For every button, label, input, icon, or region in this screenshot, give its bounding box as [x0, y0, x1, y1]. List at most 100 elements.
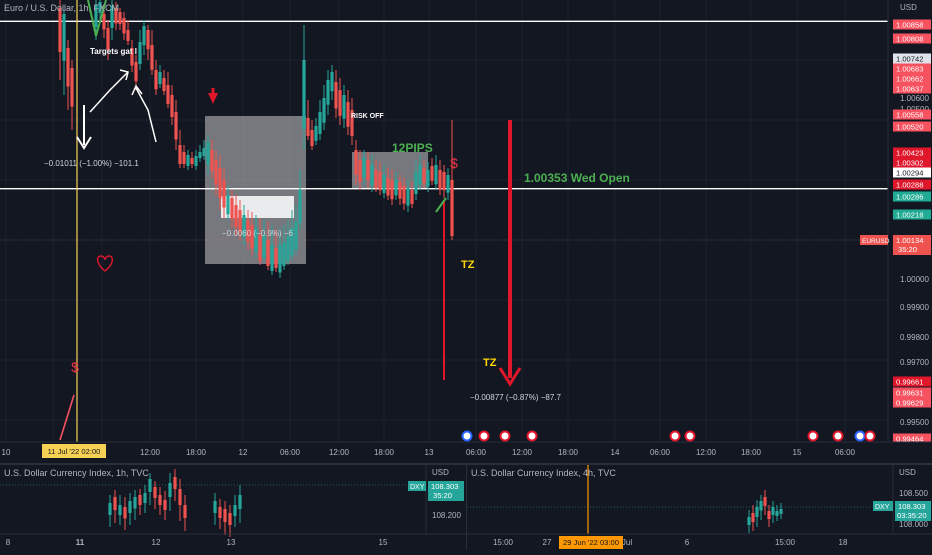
price-label-bg [893, 157, 931, 168]
annotation-tz-1: TZ [461, 259, 475, 271]
main-chart-svg[interactable]: Targets gat l −0.01011 (−1.00%) −101.1 RIS… [0, 0, 932, 463]
time-axis-bg [0, 442, 932, 463]
pane-divider[interactable] [0, 463, 932, 465]
measure-arrowhead [76, 136, 92, 150]
candle-body [178, 145, 182, 164]
candle-body [186, 155, 190, 166]
main-chart-title: Euro / U.S. Dollar, 1h, FXCM [4, 3, 120, 13]
candle-body [162, 78, 166, 91]
candle-body [334, 82, 338, 109]
time-axis-tick: 06:00 [835, 448, 856, 457]
economic-event-icon[interactable] [526, 430, 538, 442]
price-label-text: 1.00662 [896, 75, 923, 84]
annotation-tz-2: TZ [483, 357, 497, 369]
candle-body [322, 98, 326, 123]
time-axis-tick: 06:00 [280, 448, 301, 457]
economic-event-icon[interactable] [807, 430, 819, 442]
time-axis[interactable]: 1006:001112:0018:001206:0012:0018:001306… [0, 441, 932, 463]
economic-event-icon[interactable] [832, 430, 844, 442]
candle-body [250, 225, 254, 249]
economic-event-icon[interactable] [864, 430, 876, 442]
candle-body [166, 85, 170, 104]
economic-event-icon[interactable] [684, 430, 696, 442]
candle-body [62, 14, 66, 61]
dxy-1h-panel[interactable]: USD DXY 108.303 35:20 108.200 8 11 12 13 15 U.S. … [0, 465, 466, 550]
candle-body [218, 168, 222, 199]
candle-body [102, 14, 106, 30]
currency-label: USD [899, 468, 916, 477]
price-candles[interactable] [58, 0, 454, 278]
candle-body [170, 95, 174, 117]
price-label-bg [893, 121, 931, 132]
price-label-text: 0.99631 [896, 389, 923, 398]
economic-event-icon[interactable] [669, 430, 681, 442]
candle-body [370, 165, 374, 186]
candle-body [106, 28, 110, 50]
annotation-12pips: 12PIPS [392, 141, 433, 155]
white-up-arrowhead [119, 69, 129, 81]
dxy-4h-candles[interactable] [747, 490, 783, 533]
price-label-text: 1.00808 [896, 35, 923, 44]
heart-icon [96, 255, 114, 272]
candle-body [218, 507, 222, 518]
white-up-arrow [89, 71, 129, 113]
price-label-bg [893, 19, 931, 30]
candle-body [430, 166, 434, 181]
economic-event-icon[interactable] [854, 430, 866, 442]
candle-body [394, 180, 398, 196]
price-label-text: 1.00286 [896, 193, 923, 202]
candle-body [422, 168, 426, 184]
economic-event-icon[interactable] [499, 430, 511, 442]
dollar-marker-line [59, 394, 75, 441]
candle-body [442, 172, 446, 191]
candle-body [58, 8, 62, 52]
dxy-4h-panel[interactable]: USD 108.500 108.000 DXY 108.303 03:35:20 15:00… [466, 465, 932, 550]
annotation-wed-open: 1.00353 Wed Open [524, 171, 630, 185]
price-label: 1.00423 [893, 147, 931, 158]
economic-event-icon[interactable] [461, 430, 473, 442]
candle-body [158, 72, 162, 84]
candle-body [173, 477, 177, 489]
time-axis-tick: 15:00 [775, 538, 796, 547]
candle-body [143, 493, 147, 503]
candle-body [418, 165, 422, 185]
candle-body [114, 8, 118, 24]
cursor-time-bg [559, 536, 623, 549]
economic-event-icon[interactable] [478, 430, 490, 442]
price-axis[interactable]: USD1.006001.005001.000000.999000.998000.… [887, 0, 932, 444]
price-label: 1.00558 [893, 109, 931, 120]
price-label-bg [893, 397, 931, 408]
price-axis-tick: 108.200 [432, 511, 461, 520]
price-label-text: 1.00558 [896, 111, 923, 120]
candle-body [146, 30, 150, 50]
price-label-bg [893, 209, 931, 220]
candle-body [751, 513, 755, 522]
price-label: 1.00520 [893, 121, 931, 132]
countdown-text: 35:20 [433, 491, 452, 500]
candle-body [767, 511, 771, 519]
time-axis-tick: Jul [622, 538, 632, 547]
price-label-bg [893, 376, 931, 387]
price-label-text: 1.00683 [896, 65, 923, 74]
time-axis-tick: 12 [239, 448, 248, 457]
price-label: 1.00294 [893, 167, 931, 178]
candle-body [150, 45, 154, 70]
price-label: 1.00662 [893, 73, 931, 84]
main-chart-panel[interactable]: Targets gat l −0.01011 (−1.00%) −101.1 RIS… [0, 0, 932, 463]
candle-body [202, 148, 206, 156]
candle-body [330, 72, 334, 92]
price-label-text: 1.00218 [896, 211, 923, 220]
candle-body [426, 170, 430, 187]
price-label-text: 0.99629 [896, 399, 923, 408]
dxy-1h-candles[interactable] [108, 469, 242, 537]
candle-body [366, 160, 370, 180]
candle-body [406, 188, 410, 206]
price-label-bg [893, 191, 931, 202]
price-label-bg [893, 147, 931, 158]
time-axis-tick: 06:00 [466, 448, 487, 457]
